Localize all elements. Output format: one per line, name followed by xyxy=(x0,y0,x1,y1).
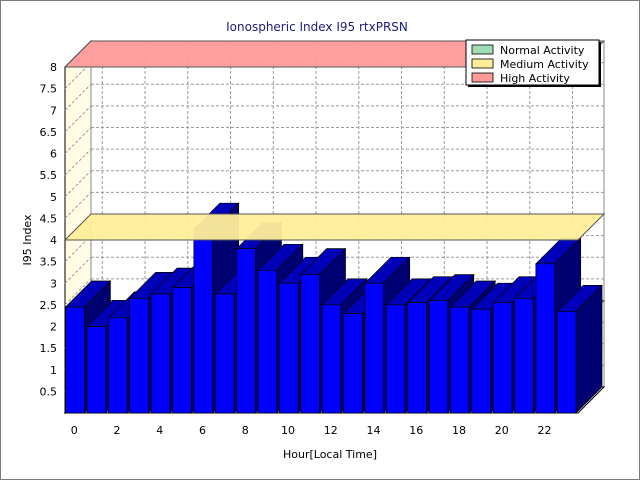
y-tick-label: 1.5 xyxy=(40,342,58,355)
medium-activity-band xyxy=(63,213,606,241)
y-tick-label: 7.5 xyxy=(40,83,58,96)
x-tick-label: 20 xyxy=(495,424,509,437)
bar-front xyxy=(129,298,149,414)
bar-front xyxy=(300,274,320,414)
x-tick-label: 8 xyxy=(242,424,249,437)
y-tick-label: 2 xyxy=(50,321,57,334)
legend-swatch xyxy=(471,44,494,55)
y-gridline-side xyxy=(64,170,92,198)
y-tick-label: 5 xyxy=(50,191,57,204)
legend-label: Normal Activity xyxy=(500,44,585,57)
x-axis-label: Hour[Local Time] xyxy=(283,448,377,461)
y-gridline-side xyxy=(64,192,92,219)
bar-front xyxy=(450,306,470,414)
legend-swatch xyxy=(471,58,494,69)
bar-front xyxy=(492,302,513,414)
legend-label: High Activity xyxy=(500,72,570,85)
x-tick-label: 18 xyxy=(452,424,466,437)
bar-front xyxy=(172,287,192,414)
y-axis-label: I95 Index xyxy=(21,214,34,266)
y-tick-label: 6 xyxy=(50,148,57,161)
y-gridline-side xyxy=(64,105,92,133)
x-tick-label: 16 xyxy=(409,424,423,437)
x-tick-label: 12 xyxy=(324,424,338,437)
y-tick-label: 4.5 xyxy=(40,212,58,225)
bar-front xyxy=(236,248,256,414)
legend-swatch xyxy=(471,72,494,83)
bar-front xyxy=(364,282,385,414)
y-gridline-side xyxy=(64,148,92,176)
bar-front xyxy=(428,300,449,414)
bar-front xyxy=(514,298,534,414)
y-tick-label: 5.5 xyxy=(40,169,58,182)
chart-title: Ionospheric Index I95 rtxPRSN xyxy=(226,20,408,34)
bar-front xyxy=(65,306,85,414)
bar-front xyxy=(193,228,214,414)
y-gridline-side xyxy=(64,127,92,154)
legend-label: Medium Activity xyxy=(500,58,589,71)
y-tick-label: 2.5 xyxy=(40,299,58,312)
bar-front xyxy=(343,313,363,414)
y-gridline-side xyxy=(64,256,92,284)
bar-front xyxy=(257,269,278,414)
y-gridline-side xyxy=(64,278,92,306)
x-tick-label: 14 xyxy=(367,424,381,437)
x-tick-label: 10 xyxy=(281,424,295,437)
y-tick-label: 6.5 xyxy=(40,126,58,139)
bar-front xyxy=(214,293,235,414)
bar xyxy=(556,284,603,414)
y-tick-label: 0.5 xyxy=(40,385,58,398)
y-tick-label: 8 xyxy=(50,61,57,74)
bar-front xyxy=(279,282,299,414)
bar-front xyxy=(385,304,406,414)
x-tick-label: 4 xyxy=(156,424,163,437)
y-tick-label: 3 xyxy=(50,277,57,290)
y-tick-label: 7 xyxy=(50,104,57,117)
bar-front xyxy=(321,304,342,414)
x-tick-label: 6 xyxy=(199,424,206,437)
bar-front xyxy=(556,311,577,414)
bar-front xyxy=(86,326,107,414)
bar-front xyxy=(407,302,427,414)
y-tick-label: 4 xyxy=(50,234,57,247)
y-tick-label: 3.5 xyxy=(40,256,58,269)
x-tick-label: 2 xyxy=(114,424,121,437)
bar-front xyxy=(107,317,128,414)
x-tick-label: 22 xyxy=(538,424,552,437)
y-gridline-side xyxy=(64,83,92,111)
bar-front xyxy=(471,308,491,414)
y-tick-label: 1 xyxy=(50,364,57,377)
bar-front xyxy=(535,263,556,414)
x-tick-label: 0 xyxy=(71,424,78,437)
bar-front xyxy=(150,293,171,414)
